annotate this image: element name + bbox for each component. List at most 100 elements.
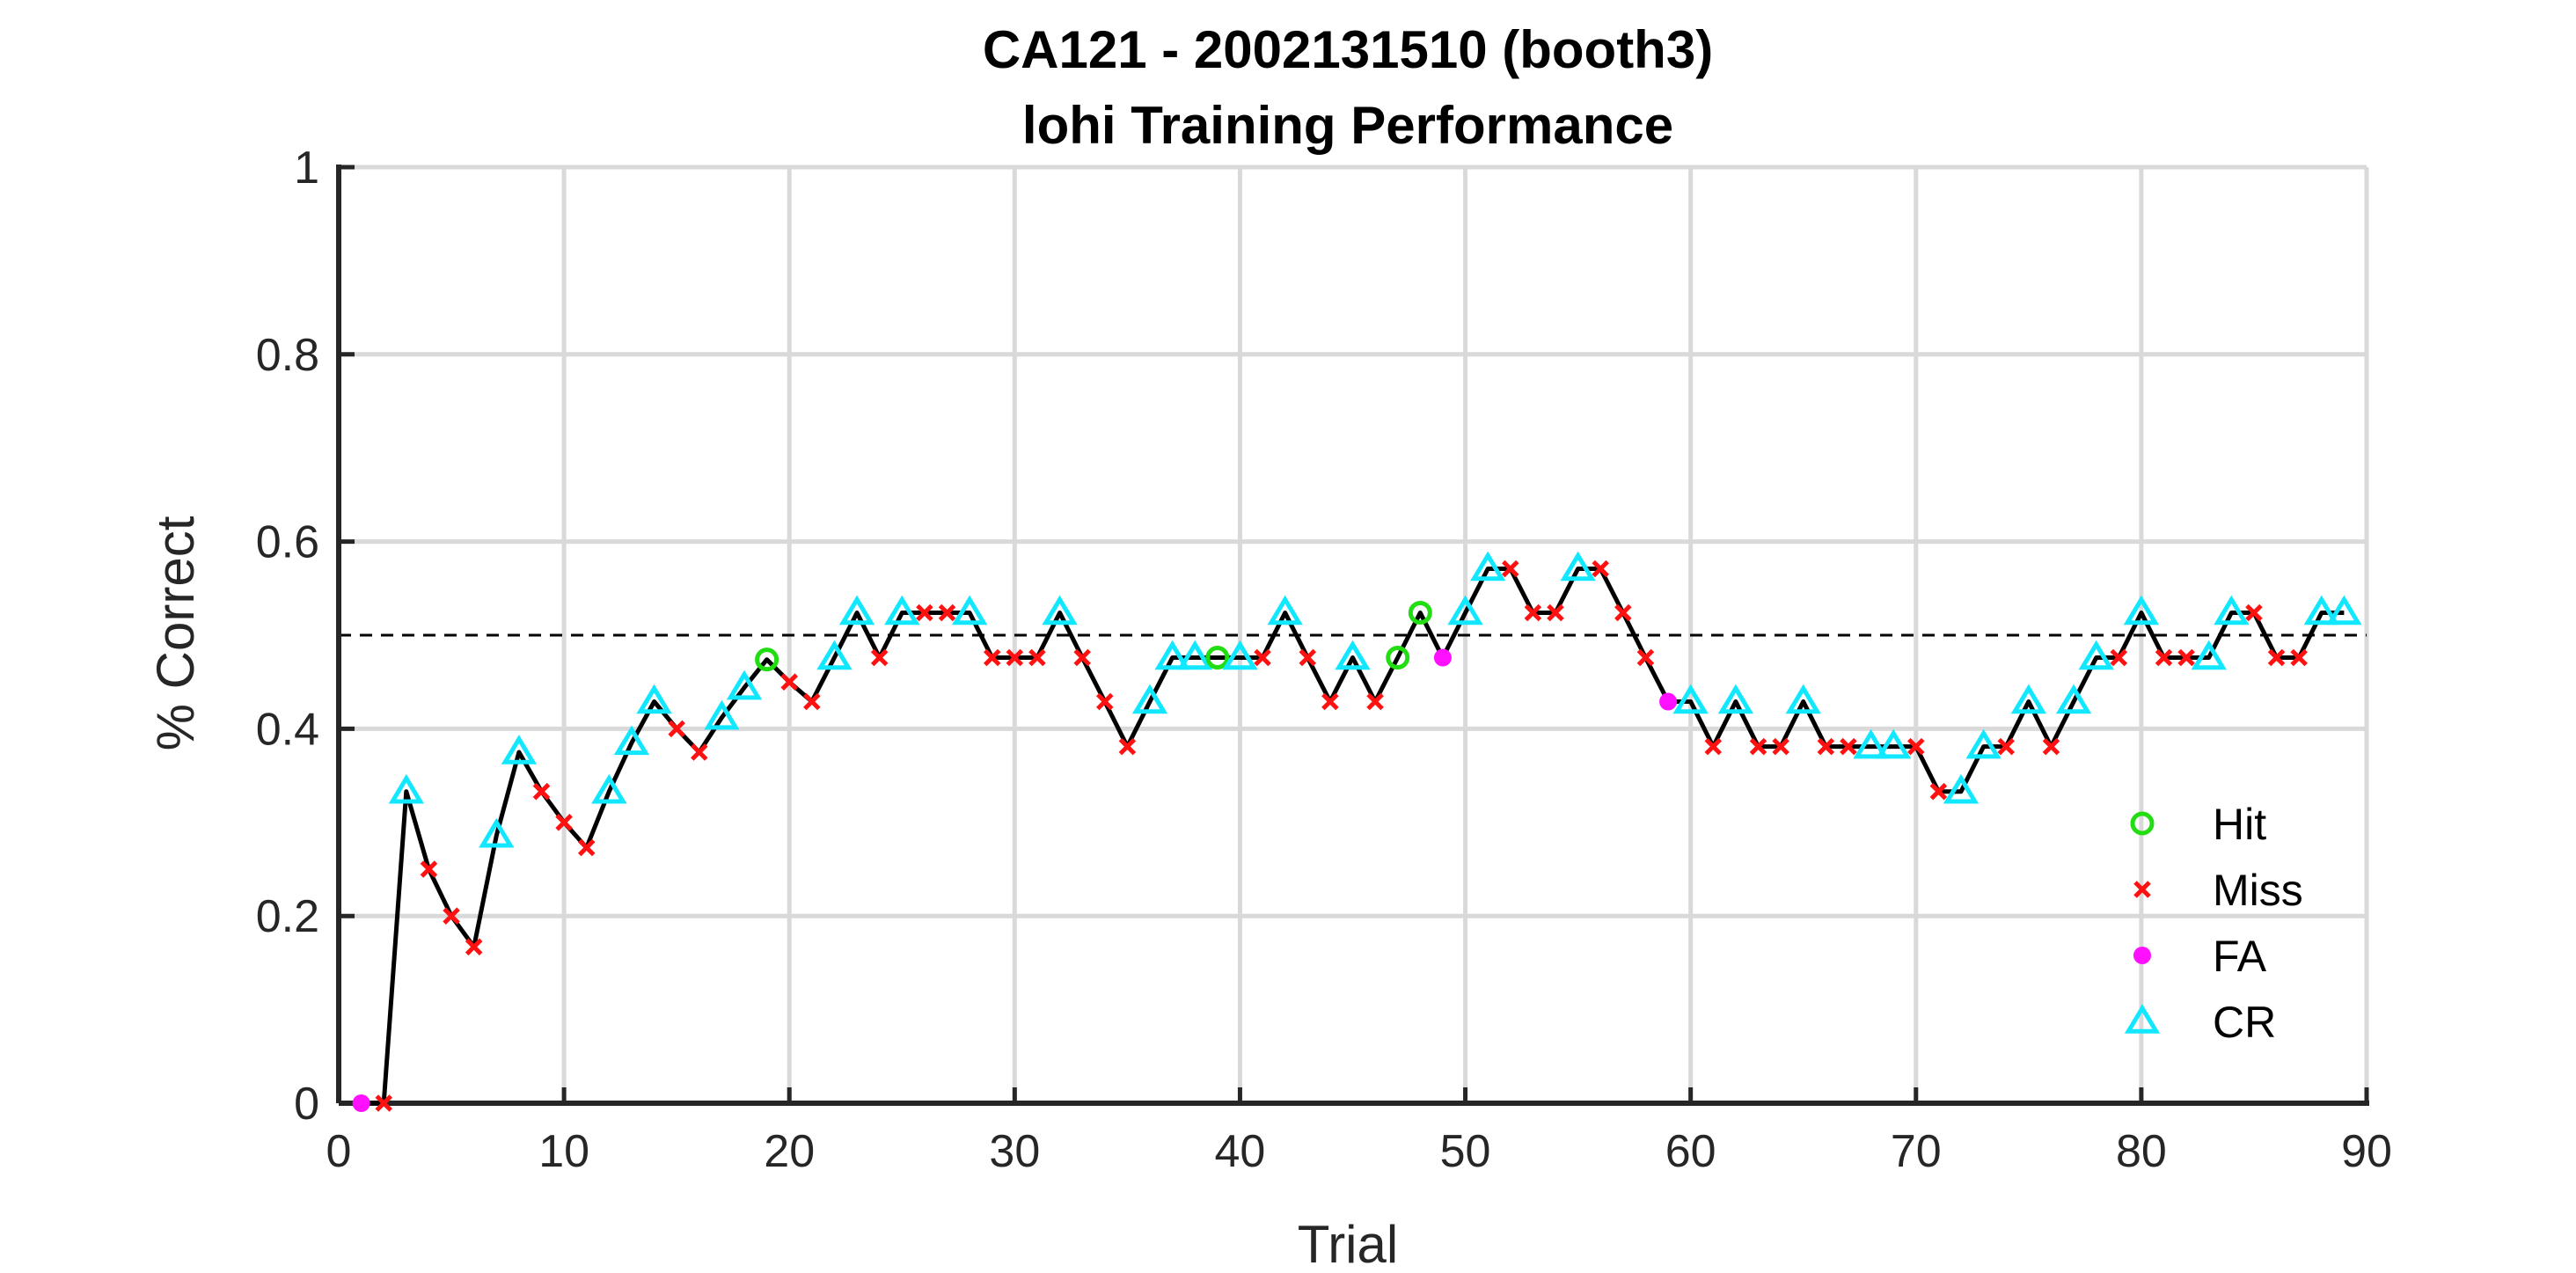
marker-cr-point	[1965, 728, 2002, 759]
legend: Hit Miss FA CR	[2124, 800, 2303, 1047]
x-tick-label: 90	[2341, 1126, 2392, 1177]
marker-miss-point	[555, 814, 573, 831]
marker-cr-point	[1470, 551, 1506, 582]
marker-miss-point	[1547, 604, 1564, 622]
chart-title: CA121 - 2002131510 (booth3)	[983, 20, 1713, 79]
marker-miss-point	[1028, 648, 1046, 667]
marker-miss-point	[691, 743, 708, 761]
miss-stroke	[555, 814, 573, 831]
legend-label-miss: Miss	[2213, 866, 2303, 915]
miss-stroke	[1704, 737, 1723, 756]
miss-stroke	[2267, 648, 2286, 667]
miss-stroke	[1321, 692, 1339, 711]
marker-miss-point	[1524, 604, 1542, 622]
marker-miss-point	[1907, 737, 1925, 756]
marker-miss-point	[2177, 648, 2195, 667]
marker-cr-point	[838, 595, 875, 626]
miss-stroke	[1614, 604, 1632, 622]
marker-miss-point	[1636, 648, 1655, 667]
marker-miss-point	[2290, 648, 2308, 667]
marker-miss-point	[1299, 648, 1317, 667]
marker-miss-point	[1073, 648, 1091, 667]
marker-miss-point	[1254, 648, 1271, 667]
marker-cr-point	[1042, 595, 1078, 626]
miss-stroke	[1929, 782, 1948, 801]
marker-fa-point	[1433, 648, 1452, 667]
x-tick-label: 40	[1215, 1126, 1266, 1177]
marker-cr-point	[479, 817, 515, 848]
marker-cr-point	[2078, 640, 2114, 670]
miss-stroke	[577, 838, 596, 857]
y-tick-label: 0.2	[256, 891, 319, 942]
miss-stroke	[1366, 692, 1384, 711]
miss-stroke	[2177, 648, 2195, 667]
marker-cr-point	[726, 669, 763, 700]
legend-label-fa: FA	[2213, 932, 2267, 981]
miss-stroke	[375, 1094, 392, 1112]
marker-miss-point	[1817, 737, 1835, 756]
miss-stroke	[1997, 737, 2015, 756]
miss-stroke	[1636, 648, 1655, 667]
miss-stroke	[1118, 737, 1137, 756]
marker-cr-point	[1943, 773, 1980, 804]
miss-stroke	[1502, 560, 1519, 578]
marker-cr-point	[1672, 684, 1709, 714]
marker-cr-point	[2214, 595, 2250, 626]
x-axis-label: Trial	[1298, 1215, 1398, 1273]
legend-marker-cr	[2124, 1004, 2161, 1034]
marker-miss-point	[1997, 737, 2015, 756]
miss-stroke	[916, 604, 933, 622]
x-tick-label: 50	[1440, 1126, 1491, 1177]
x-tick-label: 60	[1665, 1126, 1716, 1177]
miss-stroke	[1524, 604, 1542, 622]
marker-cr-point	[2326, 595, 2362, 626]
marker-cr-point	[816, 640, 853, 670]
x-tick-label: 10	[538, 1126, 589, 1177]
marker-miss-point	[983, 648, 1001, 667]
outcome-markers	[352, 551, 2362, 1112]
y-axis-label: % Correct	[146, 516, 205, 750]
miss-stroke	[1006, 648, 1024, 667]
marker-miss-point	[1929, 782, 1948, 801]
legend-marker-hit	[2130, 811, 2155, 836]
marker-cr-point	[1267, 595, 1303, 626]
marker-fa-point	[1659, 692, 1678, 711]
marker-miss-point	[1366, 692, 1384, 711]
miss-stroke	[1840, 737, 1857, 756]
x-tick-label: 70	[1891, 1126, 1942, 1177]
miss-stroke	[443, 907, 460, 925]
marker-miss-point	[803, 692, 821, 711]
marker-cr-point	[2191, 640, 2227, 670]
miss-stroke	[465, 938, 483, 956]
marker-miss-point	[938, 604, 956, 622]
marker-cr-point	[388, 773, 424, 804]
y-tick-label: 0.8	[256, 330, 319, 381]
marker-miss-point	[1772, 737, 1789, 756]
miss-stroke	[1254, 648, 1271, 667]
marker-miss-point	[1840, 737, 1857, 756]
marker-cr-point	[884, 595, 920, 626]
marker-miss-point	[1096, 692, 1114, 711]
marker-miss-point	[1749, 737, 1767, 756]
marker-cr-point	[2055, 684, 2092, 714]
legend-label-cr: CR	[2213, 998, 2276, 1047]
marker-cr-point	[1131, 684, 1168, 714]
miss-stroke	[1028, 648, 1046, 667]
marker-miss-point	[870, 648, 889, 667]
marker-cr-point	[613, 725, 650, 756]
legend-marker-fa	[2133, 947, 2151, 964]
marker-hit-point	[1408, 600, 1432, 625]
miss-stroke	[1073, 648, 1091, 667]
marker-cr-point	[1154, 640, 1190, 670]
x-tick-label: 80	[2116, 1126, 2167, 1177]
marker-cr-point	[951, 595, 988, 626]
miss-stroke	[532, 782, 551, 801]
miss-stroke	[938, 604, 956, 622]
miss-stroke	[420, 860, 438, 878]
marker-cr-point	[1222, 640, 1258, 670]
marker-cr-point	[1335, 640, 1371, 670]
miss-stroke	[2133, 881, 2151, 898]
marker-hit-point	[755, 647, 779, 672]
marker-miss-point	[2042, 737, 2060, 756]
